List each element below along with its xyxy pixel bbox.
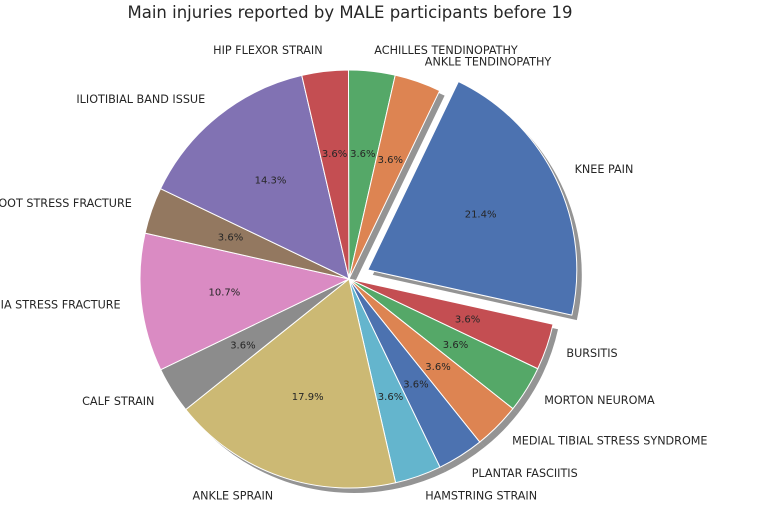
percent-label-ankle-sprain: 17.9% xyxy=(292,392,324,403)
wedge-ankle-tendinopathy xyxy=(348,74,441,280)
pie-label-layer: KNEE PAIN BURSITIS MORTON NEUROMA MEDIAL TI… xyxy=(0,44,707,503)
slice-label-tibia-stress-fracture: TIBIA STRESS FRACTURE xyxy=(0,299,121,312)
slice-label-hamstring-strain: HAMSTRING STRAIN xyxy=(425,489,537,502)
slice-label-medial-tibial-stress-syndrome: MEDIAL TIBIAL STRESS SYNDROME xyxy=(512,435,707,448)
slice-label-hip-flexor-strain: HIP FLEXOR STRAIN xyxy=(213,44,322,57)
slice-label-morton-neuroma: MORTON NEUROMA xyxy=(544,394,655,407)
wedge-ankle-sprain xyxy=(185,278,397,489)
percent-label-achilles-tendinopathy: 3.6% xyxy=(350,149,375,160)
percent-label-morton-neuroma: 3.6% xyxy=(443,340,468,351)
percent-label-medial-tibial-stress-syndrome: 3.6% xyxy=(425,362,450,373)
slice-label-ankle-tendinopathy: ANKLE TENDINOPATHY xyxy=(425,55,552,68)
slice-label-iliotibial-band-issue: ILIOTIBIAL BAND ISSUE xyxy=(76,93,205,106)
slice-label-achilles-tendinopathy: ACHILLES TENDINOPATHY xyxy=(374,44,518,57)
pie-wedge-layer xyxy=(139,69,578,489)
percent-label-bursitis: 3.6% xyxy=(455,314,480,325)
percent-label-iliotibial-band-issue: 14.3% xyxy=(255,176,287,187)
percent-label-hip-flexor-strain: 3.6% xyxy=(322,149,347,160)
percent-label-ankle-tendinopathy: 3.6% xyxy=(378,155,403,166)
percent-label-tibia-stress-fracture: 10.7% xyxy=(209,288,241,299)
slice-label-ankle-sprain: ANKLE SPRAIN xyxy=(192,490,273,503)
percent-label-foot-stress-fracture: 3.6% xyxy=(218,232,243,243)
wedge-shadow-ankle-tendinopathy xyxy=(354,80,445,285)
slice-label-plantar-fasciitis: PLANTAR FASCIITIS xyxy=(472,467,578,480)
slice-label-knee-pain: KNEE PAIN xyxy=(575,163,634,176)
wedge-knee-pain xyxy=(367,81,578,316)
slice-label-foot-stress-fracture: FOOT STRESS FRACTURE xyxy=(0,197,132,210)
pie-percent-layer: 21.4%3.6%3.6%3.6%3.6%3.6%17.9%3.6%10.7%3… xyxy=(209,149,497,403)
wedge-iliotibial-band-issue xyxy=(160,74,350,280)
percent-label-calf-strain: 3.6% xyxy=(230,340,255,351)
slice-label-calf-strain: CALF STRAIN xyxy=(82,395,154,408)
chart-title: Main injuries reported by MALE participa… xyxy=(127,3,573,22)
percent-label-hamstring-strain: 3.6% xyxy=(378,392,403,403)
percent-label-plantar-fasciitis: 3.6% xyxy=(403,380,428,391)
slice-label-bursitis: BURSITIS xyxy=(566,347,617,360)
percent-label-knee-pain: 21.4% xyxy=(465,210,497,221)
